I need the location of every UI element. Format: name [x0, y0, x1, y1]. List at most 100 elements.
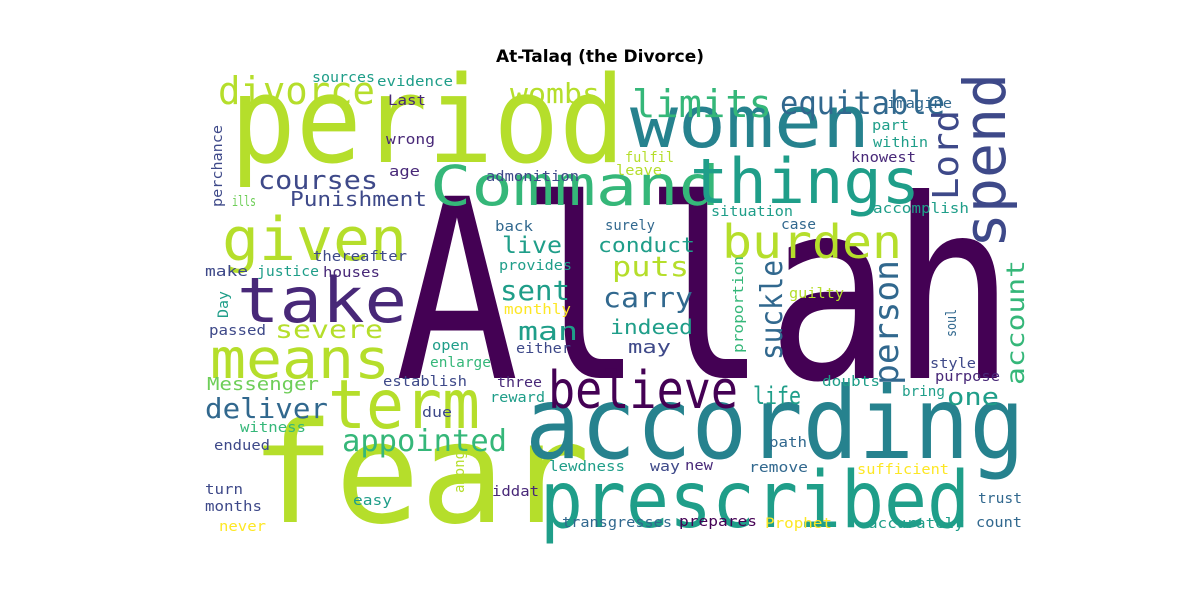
- word-burden: burden: [722, 215, 902, 269]
- word-surely: surely: [605, 218, 655, 234]
- word-suckle: suckle: [755, 260, 790, 360]
- word-within: within: [873, 135, 928, 151]
- word-knowest: knowest: [851, 150, 916, 166]
- word-one: one: [947, 383, 999, 411]
- word-prepares: prepares: [679, 514, 757, 530]
- word-live: live: [502, 233, 562, 259]
- word-deliver: deliver: [205, 392, 328, 425]
- word-iddat: iddat: [492, 484, 539, 500]
- word-appointed: appointed: [342, 424, 507, 459]
- word-limits: limits: [632, 82, 772, 126]
- word-justice: justice: [257, 264, 319, 280]
- word-leave: leave: [616, 163, 662, 179]
- word-puts: puts: [612, 250, 689, 283]
- word-day: Day: [216, 291, 232, 318]
- word-path: path: [769, 435, 807, 451]
- word-either: either: [516, 341, 571, 357]
- word-way: way: [650, 459, 680, 475]
- word-fulfil: fulfil: [625, 150, 674, 166]
- word-make: make: [205, 264, 248, 280]
- word-enlarge: enlarge: [430, 355, 491, 371]
- word-bring: bring: [902, 384, 945, 400]
- word-things: things: [690, 145, 920, 218]
- word-sufficient: sufficient: [857, 462, 949, 478]
- word-according: according: [525, 365, 1025, 482]
- word-soul: soul: [944, 309, 960, 337]
- word-due: due: [422, 405, 452, 421]
- word-provides: provides: [499, 258, 572, 274]
- word-purpose: purpose: [935, 369, 1000, 385]
- word-carry: carry: [603, 281, 693, 314]
- word-life: life: [753, 382, 801, 410]
- word-command: Command: [430, 154, 720, 218]
- word-never: never: [219, 519, 266, 535]
- word-easy: easy: [353, 493, 392, 509]
- word-style: style: [930, 356, 976, 372]
- word-accomplish: accomplish: [873, 201, 969, 217]
- word-among: among: [452, 451, 468, 493]
- word-indeed: indeed: [610, 315, 693, 339]
- chart-title: At-Talaq (the Divorce): [495, 47, 704, 67]
- word-wrong: wrong: [386, 132, 435, 148]
- word-turn: turn: [205, 482, 243, 498]
- word-women: women: [630, 80, 870, 164]
- word-reward: reward: [490, 390, 545, 406]
- word-last: Last: [388, 93, 426, 109]
- word-lord: Lord: [926, 110, 967, 200]
- word-houses: houses: [323, 265, 380, 281]
- word-three: three: [497, 375, 542, 391]
- word-courses: courses: [258, 166, 378, 196]
- word-take: take: [237, 264, 407, 337]
- word-witness: witness: [240, 420, 306, 436]
- word-accurately: accurately: [868, 516, 964, 532]
- word-sources: sources: [312, 70, 375, 86]
- word-proportion: proportion: [731, 256, 747, 353]
- word-evidence: evidence: [377, 74, 453, 90]
- word-wombs: wombs: [510, 77, 600, 110]
- word-monthly: monthly: [504, 302, 571, 318]
- word-spend: spend: [951, 73, 1019, 248]
- word-case: case: [781, 217, 816, 233]
- word-perchance: perchance: [210, 125, 226, 207]
- word-allah: Allah: [395, 146, 1015, 437]
- word-conduct: conduct: [598, 233, 695, 257]
- word-punishment: Punishment: [290, 187, 427, 211]
- word-months: months: [205, 499, 262, 515]
- word-remove: remove: [749, 460, 808, 476]
- word-endued: endued: [214, 438, 270, 454]
- word-means: means: [210, 327, 390, 391]
- word-account: account: [1001, 260, 1030, 385]
- word-guilty: guilty: [789, 286, 844, 302]
- word-trust: trust: [978, 491, 1022, 507]
- word-severe: severe: [275, 315, 383, 344]
- word-given: given: [222, 205, 407, 275]
- word-lewdness: lewdness: [549, 459, 625, 475]
- word-man: man: [518, 317, 578, 347]
- word-admonition: admonition: [486, 169, 579, 185]
- word-part: part: [872, 118, 909, 134]
- word-sent: sent: [500, 274, 570, 307]
- word-imagine: imagine: [887, 96, 952, 112]
- word-age: age: [389, 164, 420, 180]
- word-may: may: [628, 337, 671, 358]
- word-back: back: [495, 219, 534, 235]
- word-ills: ills: [232, 194, 256, 210]
- word-situation: situation: [711, 204, 793, 220]
- word-transgresses: transgresses: [562, 515, 672, 531]
- word-open: open: [432, 338, 469, 354]
- word-passed: passed: [209, 323, 266, 339]
- word-divorce: divorce: [218, 69, 375, 113]
- word-new: new: [685, 458, 714, 474]
- word-person: person: [867, 260, 907, 385]
- word-fear: fear: [250, 393, 590, 556]
- word-messenger: Messenger: [207, 374, 319, 395]
- word-prescribed: prescribed: [540, 456, 970, 546]
- word-prophet: Prophet: [765, 516, 832, 532]
- word-count: count: [976, 515, 1022, 531]
- word-establish: establish: [383, 374, 467, 390]
- word-period: period: [230, 52, 625, 191]
- word-term: term: [328, 366, 480, 445]
- word-equitable: equitable: [780, 84, 945, 122]
- word-thereafter: thereafter: [313, 249, 407, 265]
